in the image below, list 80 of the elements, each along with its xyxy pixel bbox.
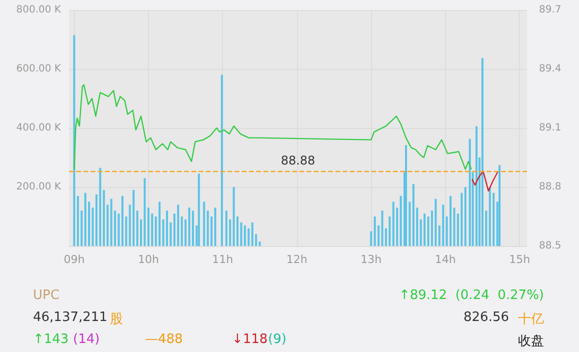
bar	[434, 198, 437, 246]
x-tick-label: 12h	[286, 253, 308, 266]
bar	[388, 216, 391, 246]
bar	[158, 202, 161, 246]
bar	[476, 126, 478, 246]
bar	[121, 196, 124, 246]
bar	[370, 231, 372, 246]
bar	[73, 35, 76, 246]
bar	[220, 74, 223, 246]
text: —488	[145, 332, 183, 347]
text: ↑143	[33, 332, 69, 347]
y2-tick-label: 89.7	[539, 4, 562, 16]
bar	[464, 187, 466, 246]
bar	[258, 242, 261, 246]
bar	[405, 145, 408, 246]
bar	[198, 174, 200, 246]
text: (14)	[73, 332, 100, 347]
text: 十亿	[518, 311, 544, 328]
bar	[206, 210, 209, 246]
bar	[188, 208, 190, 246]
bar	[232, 187, 235, 246]
bar	[248, 228, 250, 246]
x-tick-label: 13h	[360, 253, 382, 266]
bar	[177, 204, 180, 246]
x-tick-label: 15h	[509, 253, 530, 266]
text: 股	[110, 311, 123, 328]
text: 46,137,211	[33, 310, 108, 325]
line-series	[471, 170, 499, 192]
bar	[214, 208, 216, 246]
bar	[110, 198, 112, 246]
bar	[468, 138, 471, 246]
text: 收盘	[518, 333, 544, 350]
bar	[118, 214, 120, 246]
bar	[203, 202, 206, 246]
bar	[392, 202, 394, 246]
bar	[102, 190, 105, 246]
line-series	[74, 84, 472, 170]
bar	[498, 165, 501, 246]
x-tick-label: 09h	[64, 253, 85, 266]
bar	[166, 210, 168, 246]
x-tick-label: 10h	[138, 253, 159, 266]
bar	[381, 210, 384, 246]
bar	[132, 190, 135, 246]
y2-tick-label: 89.1	[539, 122, 562, 134]
text: ↑89.12 (0.24 0.27%)	[398, 288, 544, 303]
bar	[424, 214, 426, 246]
y-tick-label: 400.00 K	[16, 122, 62, 134]
bar	[136, 210, 138, 246]
bar	[412, 184, 414, 246]
text: UPC	[33, 288, 60, 303]
y-tick-label: 600.00 K	[16, 64, 62, 74]
x-tick-label: 14h	[434, 253, 456, 266]
bar	[147, 208, 150, 246]
bar	[180, 216, 183, 246]
y2-tick-label: 88.8	[539, 182, 562, 192]
text: 826.56	[464, 310, 509, 325]
bar	[192, 210, 194, 246]
text: (9)	[268, 332, 286, 347]
x-tick-label: 11h	[212, 253, 234, 266]
bar	[481, 58, 484, 246]
y-tick-label: 800.00 K	[16, 4, 62, 16]
bar	[225, 210, 228, 246]
ref-line-label: 88.88	[280, 153, 316, 168]
bar	[84, 192, 86, 246]
y2-tick-label: 88.5	[539, 240, 562, 252]
bar	[460, 192, 463, 246]
bar	[450, 196, 452, 246]
bar	[488, 187, 491, 246]
bar	[251, 222, 254, 246]
bar	[99, 168, 102, 246]
bar	[184, 219, 187, 246]
bar	[76, 196, 79, 246]
y-tick-label: 200.00 K	[16, 182, 62, 192]
bar	[244, 225, 246, 246]
bar	[442, 204, 444, 246]
bar	[144, 178, 146, 246]
y2-tick-label: 89.4	[539, 64, 562, 74]
bar	[453, 208, 456, 246]
text: ↓118	[232, 332, 268, 347]
bar	[374, 216, 376, 246]
